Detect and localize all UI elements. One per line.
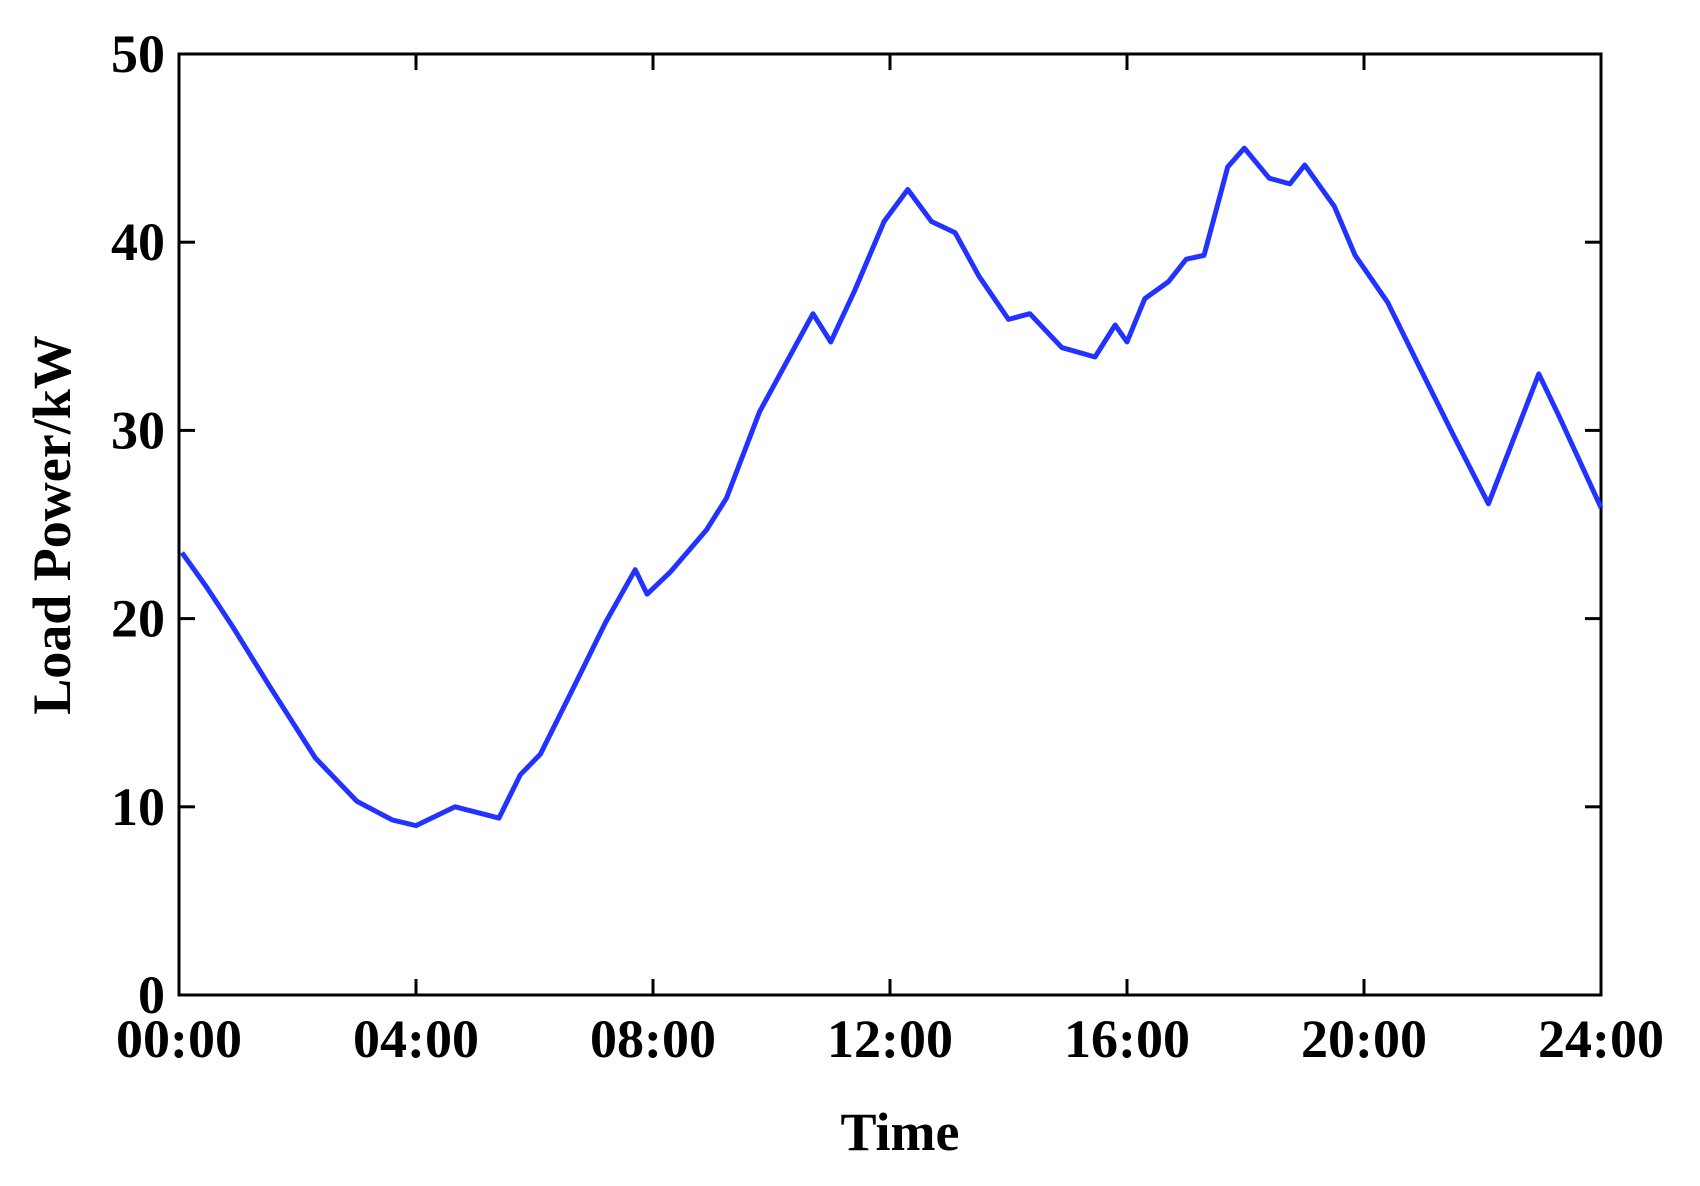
data-line <box>179 145 1604 829</box>
y-axis-title: Load Power/kW <box>22 335 82 715</box>
y-tick-label: 20 <box>111 589 165 649</box>
y-tick-label: 40 <box>111 212 165 272</box>
x-tick-label: 20:00 <box>1301 1009 1427 1069</box>
x-tick-label: 08:00 <box>590 1009 716 1069</box>
x-axis-title: Time <box>841 1102 960 1162</box>
x-tick-label: 00:00 <box>116 1009 242 1069</box>
plot-frame <box>177 52 1603 997</box>
y-tick-label: 0 <box>138 965 165 1025</box>
x-tick-label: 24:00 <box>1538 1009 1664 1069</box>
x-tick-label: 12:00 <box>827 1009 953 1069</box>
x-tick-label: 04:00 <box>353 1009 479 1069</box>
y-tick-label: 10 <box>111 777 165 837</box>
y-tick-label: 30 <box>111 400 165 460</box>
y-tick-label: 50 <box>111 24 165 84</box>
x-tick-label: 16:00 <box>1064 1009 1190 1069</box>
